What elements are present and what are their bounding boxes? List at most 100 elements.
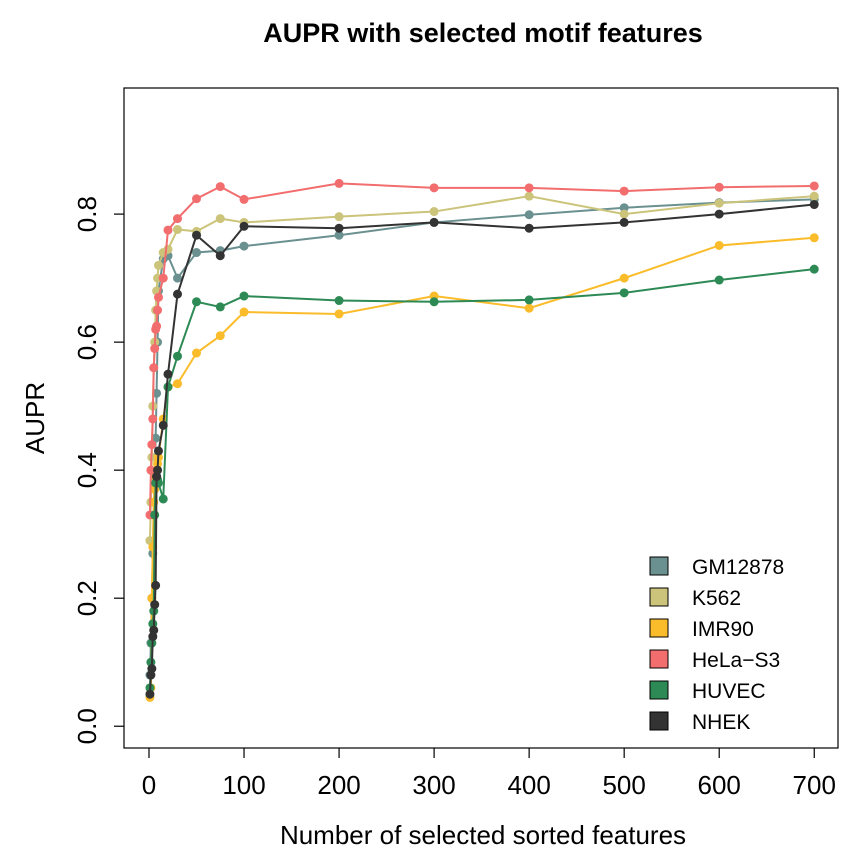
- data-point: [147, 664, 157, 674]
- data-point: [619, 186, 629, 196]
- data-point: [524, 223, 534, 233]
- legend-swatch: [649, 649, 669, 669]
- legend-label: K562: [692, 587, 741, 610]
- data-point: [150, 510, 160, 520]
- data-point: [809, 264, 819, 274]
- data-point: [619, 203, 629, 213]
- legend-label: IMR90: [692, 618, 754, 641]
- data-point: [192, 248, 202, 258]
- plot-frame: [123, 87, 839, 749]
- data-point: [150, 600, 160, 610]
- y-tick-label: 0.2: [72, 580, 102, 616]
- data-point: [239, 194, 249, 204]
- data-point: [173, 289, 183, 299]
- data-point: [192, 194, 202, 204]
- data-point: [153, 260, 163, 270]
- x-tick-label: 700: [793, 770, 836, 800]
- data-point: [192, 348, 202, 358]
- data-point: [619, 209, 629, 219]
- data-point: [524, 191, 534, 201]
- data-point: [215, 182, 225, 192]
- data-point: [151, 580, 161, 590]
- data-point: [429, 183, 439, 193]
- x-tick-label: 600: [698, 770, 741, 800]
- data-point: [152, 321, 162, 331]
- data-point: [192, 230, 202, 240]
- data-point: [173, 273, 183, 283]
- legend-swatch: [649, 556, 669, 576]
- data-point: [146, 465, 156, 475]
- data-point: [714, 198, 724, 208]
- data-point: [809, 200, 819, 210]
- data-point: [148, 414, 158, 424]
- data-point: [714, 240, 724, 250]
- data-point: [714, 209, 724, 219]
- data-point: [215, 331, 225, 341]
- legend-label: GM12878: [692, 556, 784, 579]
- data-point: [714, 182, 724, 192]
- data-point: [173, 351, 183, 361]
- data-point: [809, 233, 819, 243]
- data-point: [149, 625, 159, 635]
- data-point: [239, 241, 249, 251]
- data-point: [809, 191, 819, 201]
- data-point: [524, 295, 534, 305]
- data-point: [334, 309, 344, 319]
- legend-label: HeLa−S3: [692, 649, 780, 672]
- data-point: [192, 297, 202, 307]
- legend-swatch: [649, 618, 669, 638]
- data-point: [173, 379, 183, 389]
- data-point: [429, 207, 439, 217]
- data-point: [239, 307, 249, 317]
- series-line: [148, 182, 815, 516]
- data-point: [215, 214, 225, 224]
- legend-swatch: [649, 587, 669, 607]
- data-point: [524, 303, 534, 313]
- data-point: [153, 292, 163, 302]
- data-point: [158, 420, 168, 430]
- data-point: [152, 388, 162, 398]
- data-point: [215, 251, 225, 261]
- y-tick-label: 0.0: [72, 708, 102, 744]
- data-point: [153, 305, 163, 315]
- x-tick-label: 0: [142, 770, 156, 800]
- x-tick-label: 400: [507, 770, 550, 800]
- data-point: [173, 214, 183, 224]
- data-point: [619, 273, 629, 283]
- data-point: [173, 224, 183, 234]
- data-point: [619, 288, 629, 298]
- x-tick-label: 200: [317, 770, 360, 800]
- data-point: [215, 302, 225, 312]
- y-tick-label: 0.4: [72, 452, 102, 488]
- data-point: [163, 225, 173, 235]
- data-point: [334, 296, 344, 306]
- data-point: [158, 494, 168, 504]
- data-point: [429, 297, 439, 307]
- data-point: [153, 446, 163, 456]
- data-point: [153, 465, 163, 475]
- data-point: [334, 178, 344, 188]
- data-point: [809, 181, 819, 191]
- legend-label: HUVEC: [692, 680, 766, 703]
- chart-title: AUPR with selected motif features: [263, 18, 703, 48]
- data-point: [334, 212, 344, 222]
- legend-label: NHEK: [692, 711, 750, 734]
- x-axis-label: Number of selected sorted features: [280, 820, 686, 850]
- legend-swatch: [649, 680, 669, 700]
- data-point: [158, 273, 168, 283]
- data-point: [429, 217, 439, 227]
- data-point: [239, 291, 249, 301]
- data-point: [149, 363, 159, 373]
- data-point: [524, 210, 534, 220]
- y-tick-label: 0.8: [72, 196, 102, 232]
- data-point: [334, 223, 344, 233]
- data-point: [619, 217, 629, 227]
- data-point: [334, 230, 344, 240]
- legend-swatch: [649, 711, 669, 731]
- x-tick-label: 300: [412, 770, 455, 800]
- y-tick-label: 0.6: [72, 324, 102, 360]
- data-point: [524, 183, 534, 193]
- data-point: [145, 689, 155, 699]
- x-tick-label: 500: [602, 770, 645, 800]
